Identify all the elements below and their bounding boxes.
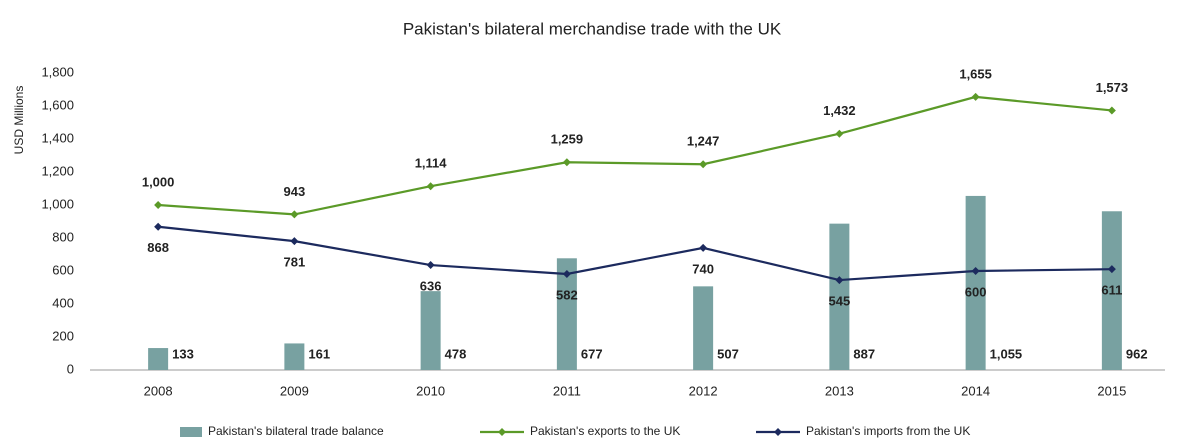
- bar: [693, 286, 714, 370]
- line-value-label: 1,655: [959, 66, 992, 81]
- marker: [699, 160, 708, 169]
- bar: [556, 258, 577, 370]
- x-tick-label: 2009: [280, 383, 309, 398]
- legend-label: Pakistan's imports from the UK: [806, 424, 970, 438]
- bar: [420, 291, 441, 370]
- y-tick-label: 400: [52, 295, 74, 310]
- y-tick-label: 1,200: [41, 163, 74, 178]
- line-value-label: 868: [147, 240, 169, 255]
- legend-marker: [774, 428, 782, 436]
- marker: [1107, 106, 1116, 115]
- bar: [1101, 211, 1122, 370]
- marker: [426, 182, 435, 191]
- line-value-label: 1,000: [142, 174, 175, 189]
- marker: [426, 261, 435, 270]
- y-tick-label: 1,800: [41, 64, 74, 79]
- marker: [835, 129, 844, 138]
- y-axis-label: USD Millions: [12, 86, 26, 155]
- marker: [154, 201, 163, 209]
- bar-value-label: 478: [445, 346, 467, 361]
- y-tick-label: 600: [52, 262, 74, 277]
- line-value-label: 545: [829, 294, 851, 309]
- marker: [562, 269, 571, 278]
- x-tick-label: 2010: [416, 383, 445, 398]
- bar: [148, 348, 169, 370]
- bar: [829, 223, 850, 370]
- bar-value-label: 133: [172, 346, 194, 361]
- line-value-label: 1,247: [687, 134, 720, 149]
- bar-value-label: 677: [581, 346, 603, 361]
- bar: [284, 343, 305, 370]
- legend-label: Pakistan's exports to the UK: [530, 424, 680, 438]
- marker: [1107, 265, 1116, 274]
- bar-value-label: 161: [308, 346, 330, 361]
- x-tick-label: 2015: [1097, 383, 1126, 398]
- y-tick-label: 1,000: [41, 196, 74, 211]
- marker: [971, 267, 980, 275]
- line-value-label: 1,259: [551, 132, 584, 147]
- line: [158, 95, 1112, 216]
- x-tick-label: 2012: [689, 383, 718, 398]
- line-value-label: 1,573: [1096, 80, 1129, 95]
- marker: [290, 210, 299, 219]
- y-tick-label: 800: [52, 229, 74, 244]
- y-tick-label: 200: [52, 328, 74, 343]
- line-value-label: 781: [284, 255, 306, 270]
- x-tick-label: 2014: [961, 383, 990, 398]
- line-value-label: 943: [284, 184, 306, 199]
- marker: [971, 92, 980, 101]
- line-value-label: 1,432: [823, 103, 856, 118]
- line-value-label: 611: [1101, 283, 1122, 298]
- y-tick-label: 1,400: [41, 130, 74, 145]
- x-tick-label: 2008: [144, 383, 173, 398]
- marker: [290, 237, 299, 246]
- legend-swatch: [180, 427, 202, 437]
- marker: [835, 276, 844, 285]
- y-tick-label: 1,600: [41, 97, 74, 112]
- line-value-label: 582: [556, 287, 578, 302]
- x-tick-label: 2011: [553, 383, 581, 398]
- bar-value-label: 887: [853, 346, 875, 361]
- legend-marker: [498, 428, 506, 436]
- marker: [699, 243, 708, 252]
- line-value-label: 600: [965, 284, 987, 299]
- line-value-label: 636: [420, 278, 442, 293]
- bar: [965, 195, 986, 370]
- chart-title: Pakistan's bilateral merchandise trade w…: [403, 19, 782, 38]
- line-value-label: 1,114: [415, 156, 448, 171]
- bar-value-label: 1,055: [990, 346, 1023, 361]
- line: [158, 225, 1112, 282]
- bar-value-label: 962: [1126, 346, 1148, 361]
- bar-value-label: 507: [717, 346, 739, 361]
- legend-label: Pakistan's bilateral trade balance: [208, 424, 384, 438]
- x-tick-label: 2013: [825, 383, 854, 398]
- y-tick-label: 0: [67, 361, 74, 376]
- marker: [154, 222, 163, 231]
- marker: [562, 158, 571, 167]
- line-value-label: 740: [692, 261, 714, 276]
